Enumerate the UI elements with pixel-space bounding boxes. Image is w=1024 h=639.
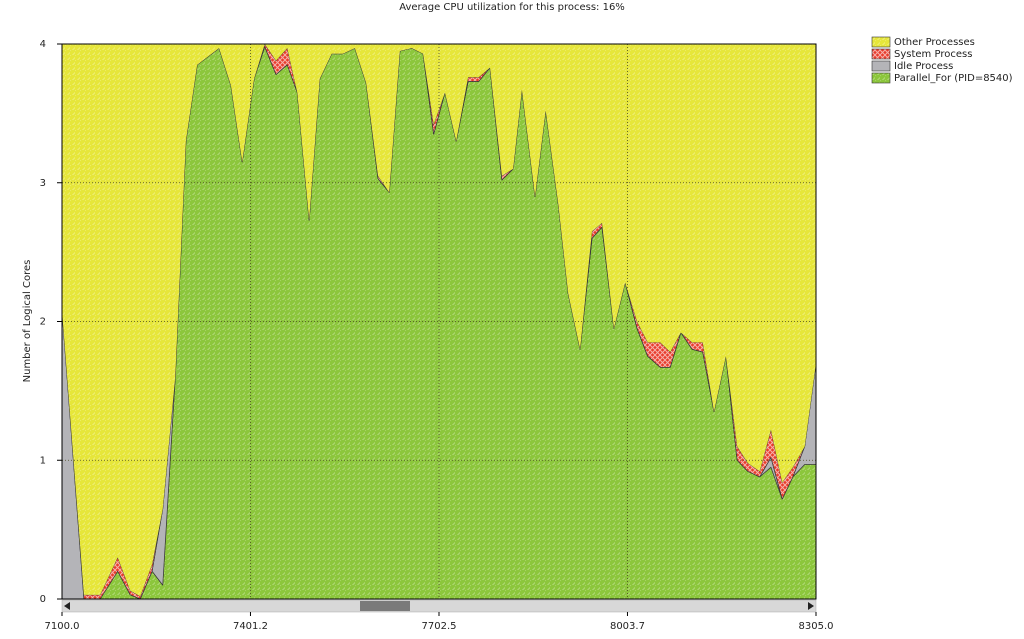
chart-title: Average CPU utilization for this process… (399, 2, 625, 13)
y-tick-label: 1 (40, 455, 46, 466)
legend-label: Parallel_For (PID=8540) (894, 73, 1013, 84)
legend-swatch (871, 60, 891, 72)
y-tick-label: 2 (40, 317, 46, 328)
scroll-left-arrow[interactable] (64, 602, 70, 610)
scroll-track[interactable] (61, 599, 817, 613)
y-tick-label: 4 (40, 39, 46, 50)
plot-area (61, 43, 817, 600)
y-axis-label: Number of Logical Cores (22, 260, 33, 383)
legend-label: Other Processes (894, 37, 975, 48)
x-tick-label: 7401.2 (233, 621, 268, 632)
scrollbar[interactable] (61, 599, 817, 613)
legend-swatch (871, 72, 891, 84)
scroll-right-arrow[interactable] (808, 602, 814, 610)
x-tick-label: 8003.7 (610, 621, 645, 632)
y-tick-label: 0 (40, 594, 46, 605)
scroll-thumb[interactable] (360, 601, 410, 611)
legend-label: Idle Process (894, 61, 953, 72)
y-tick-label: 3 (40, 178, 46, 189)
x-tick-label: 7100.0 (45, 621, 80, 632)
x-tick-label: 8305.0 (799, 621, 834, 632)
legend-swatch (871, 36, 891, 48)
legend-swatch (871, 48, 891, 60)
legend-label: System Process (894, 49, 972, 60)
x-tick-label: 7702.5 (422, 621, 457, 632)
